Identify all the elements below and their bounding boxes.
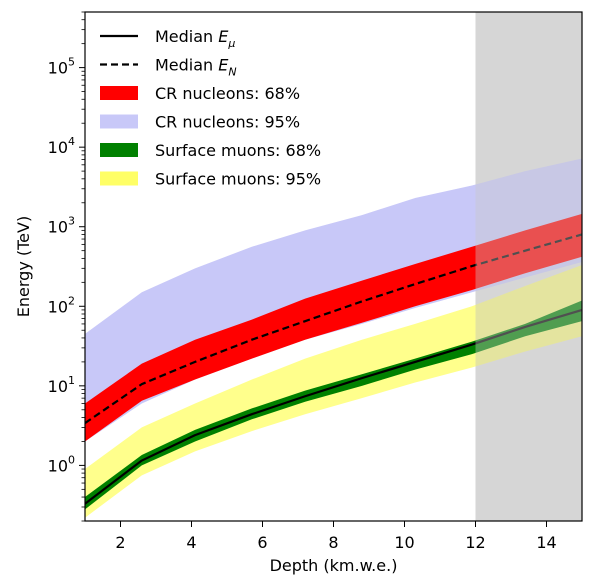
legend-item: CR nucleons: 68% (100, 84, 300, 103)
x-tick-label: 14 (536, 533, 556, 552)
legend-label: Median Eμ (155, 27, 235, 50)
legend-swatch (100, 114, 138, 129)
x-axis-label: Depth (km.w.e.) (270, 556, 398, 575)
line-median-e (85, 308, 582, 505)
legend-swatch (100, 86, 138, 100)
y-tick-label: 103 (48, 215, 75, 237)
band-surface-muons-68 (85, 300, 582, 510)
y-tick-label: 101 (48, 374, 75, 396)
shaded-region-overlay (475, 12, 582, 521)
y-axis-label: Energy (TeV) (14, 216, 33, 317)
legend-item: Median EN (100, 56, 237, 79)
x-tick-label: 2 (115, 533, 125, 552)
x-tick-label: 6 (257, 533, 267, 552)
y-tick-label: 100 (48, 453, 75, 475)
x-tick-label: 4 (186, 533, 196, 552)
legend-item: Surface muons: 68% (100, 141, 321, 160)
band-cr-nucleons-68 (85, 213, 582, 442)
x-tick-label: 12 (465, 533, 485, 552)
y-tick-label: 105 (48, 56, 75, 78)
legend-label: Median EN (155, 56, 237, 79)
y-tick-label: 104 (48, 135, 75, 157)
legend-label: Surface muons: 95% (155, 170, 321, 189)
legend-item: Median Eμ (100, 27, 235, 50)
y-tick-label: 102 (48, 294, 75, 316)
legend-label: CR nucleons: 95% (155, 113, 300, 132)
legend-swatch (100, 143, 138, 157)
x-tick-label: 8 (328, 533, 338, 552)
legend-item: CR nucleons: 95% (100, 113, 300, 132)
legend-label: CR nucleons: 68% (155, 84, 300, 103)
legend-label: Surface muons: 68% (155, 141, 321, 160)
legend-item: Surface muons: 95% (100, 170, 321, 189)
legend-swatch (100, 171, 138, 186)
x-tick-label: 10 (394, 533, 414, 552)
